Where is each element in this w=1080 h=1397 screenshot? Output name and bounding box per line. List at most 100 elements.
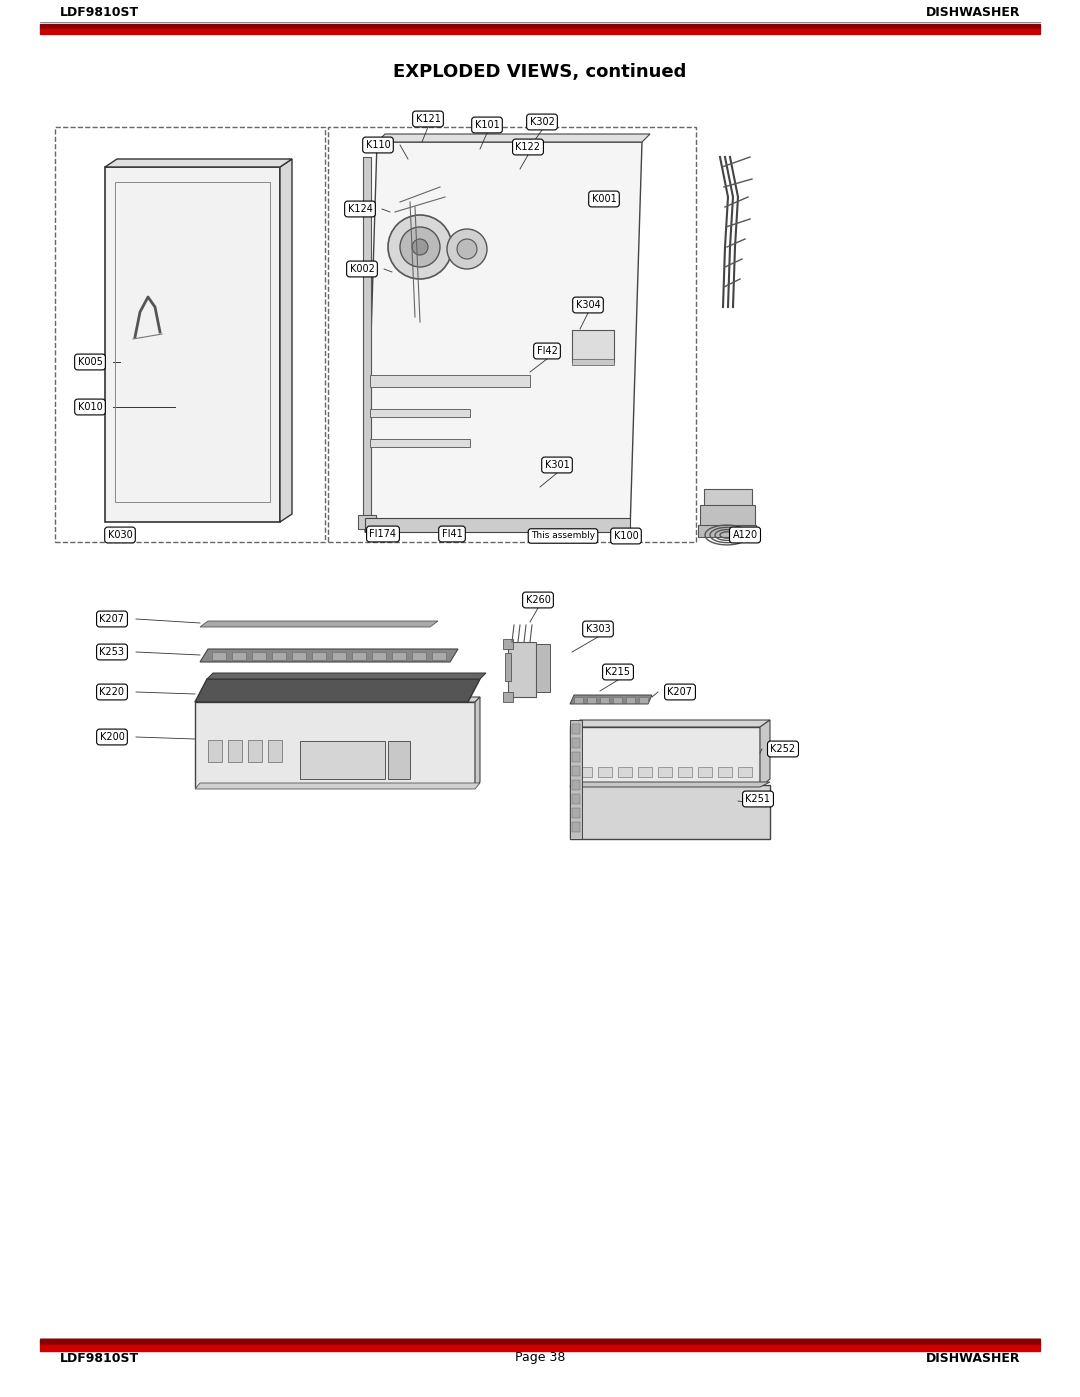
Bar [388,740,410,780]
Bar [40,1338,1040,1345]
Bar [572,752,580,761]
Bar [40,1345,1040,1351]
Bar [370,439,470,447]
Bar [55,127,325,542]
Bar [503,638,513,650]
Bar [618,767,632,777]
Bar [572,738,580,747]
Bar [572,807,580,819]
Bar [411,652,426,659]
Text: K304: K304 [576,300,600,310]
Text: DISHWASHER: DISHWASHER [926,1351,1020,1365]
Polygon shape [280,159,292,522]
Text: K101: K101 [474,120,499,130]
Text: K301: K301 [544,460,569,469]
Circle shape [457,239,477,258]
Bar [572,766,580,775]
Text: K252: K252 [770,745,796,754]
Text: K207: K207 [99,615,124,624]
Bar [114,182,270,502]
Text: K253: K253 [99,647,124,657]
Bar [598,767,612,777]
Polygon shape [200,650,458,662]
Bar [508,643,536,697]
Bar [658,767,672,777]
Text: A120: A120 [732,529,757,541]
Text: K100: K100 [613,531,638,541]
Circle shape [388,215,453,279]
Polygon shape [570,726,760,787]
Bar [370,409,470,416]
Bar [248,740,262,761]
Text: FI41: FI41 [442,529,462,539]
Bar [573,697,583,703]
Text: K030: K030 [108,529,133,541]
Text: FI42: FI42 [537,346,557,356]
Polygon shape [570,782,770,787]
Bar [678,767,692,777]
Bar [370,374,530,387]
Bar [626,697,635,703]
Polygon shape [105,159,292,168]
Bar [208,740,222,761]
Bar [572,359,615,365]
Bar [572,330,615,362]
Bar [352,652,366,659]
Bar [392,652,406,659]
Bar [372,652,386,659]
Circle shape [447,229,487,270]
Text: K002: K002 [350,264,375,274]
Text: EXPLODED VIEWS, continued: EXPLODED VIEWS, continued [393,63,687,81]
Bar [272,652,286,659]
Circle shape [400,226,440,267]
Polygon shape [200,622,438,627]
Bar [312,652,326,659]
Polygon shape [105,168,280,522]
Text: DISHWASHER: DISHWASHER [926,6,1020,18]
Polygon shape [475,697,480,787]
Text: K215: K215 [606,666,631,678]
Bar [40,29,1040,34]
Bar [212,652,226,659]
Polygon shape [195,703,475,787]
Bar [232,652,246,659]
Text: K303: K303 [585,624,610,634]
Polygon shape [760,719,770,787]
Polygon shape [207,673,486,679]
Bar [572,780,580,789]
Bar [40,24,1040,29]
Text: FI174: FI174 [369,529,396,539]
Bar [432,652,446,659]
Circle shape [411,239,428,256]
Bar [600,697,609,703]
Bar [268,740,282,761]
Bar [639,697,648,703]
Bar [292,652,306,659]
Polygon shape [570,785,770,840]
Text: K001: K001 [592,194,617,204]
Polygon shape [570,719,770,726]
Text: K220: K220 [99,687,124,697]
Text: K005: K005 [78,358,103,367]
Bar [698,525,756,536]
Bar [505,652,511,680]
Bar [300,740,384,780]
Bar [252,652,266,659]
Bar [588,697,596,703]
Bar [704,489,752,507]
Polygon shape [195,782,480,789]
Polygon shape [365,142,642,532]
Text: K121: K121 [416,115,441,124]
Text: K200: K200 [99,732,124,742]
Text: K010: K010 [78,402,103,412]
Bar [363,156,372,517]
Text: K302: K302 [529,117,554,127]
Text: K260: K260 [526,595,551,605]
Text: LDF9810ST: LDF9810ST [60,1351,139,1365]
Bar [328,127,696,542]
Bar [536,644,550,692]
Bar [578,767,592,777]
Text: LDF9810ST: LDF9810ST [60,6,139,18]
Bar [638,767,652,777]
Text: This assembly: This assembly [531,531,595,541]
